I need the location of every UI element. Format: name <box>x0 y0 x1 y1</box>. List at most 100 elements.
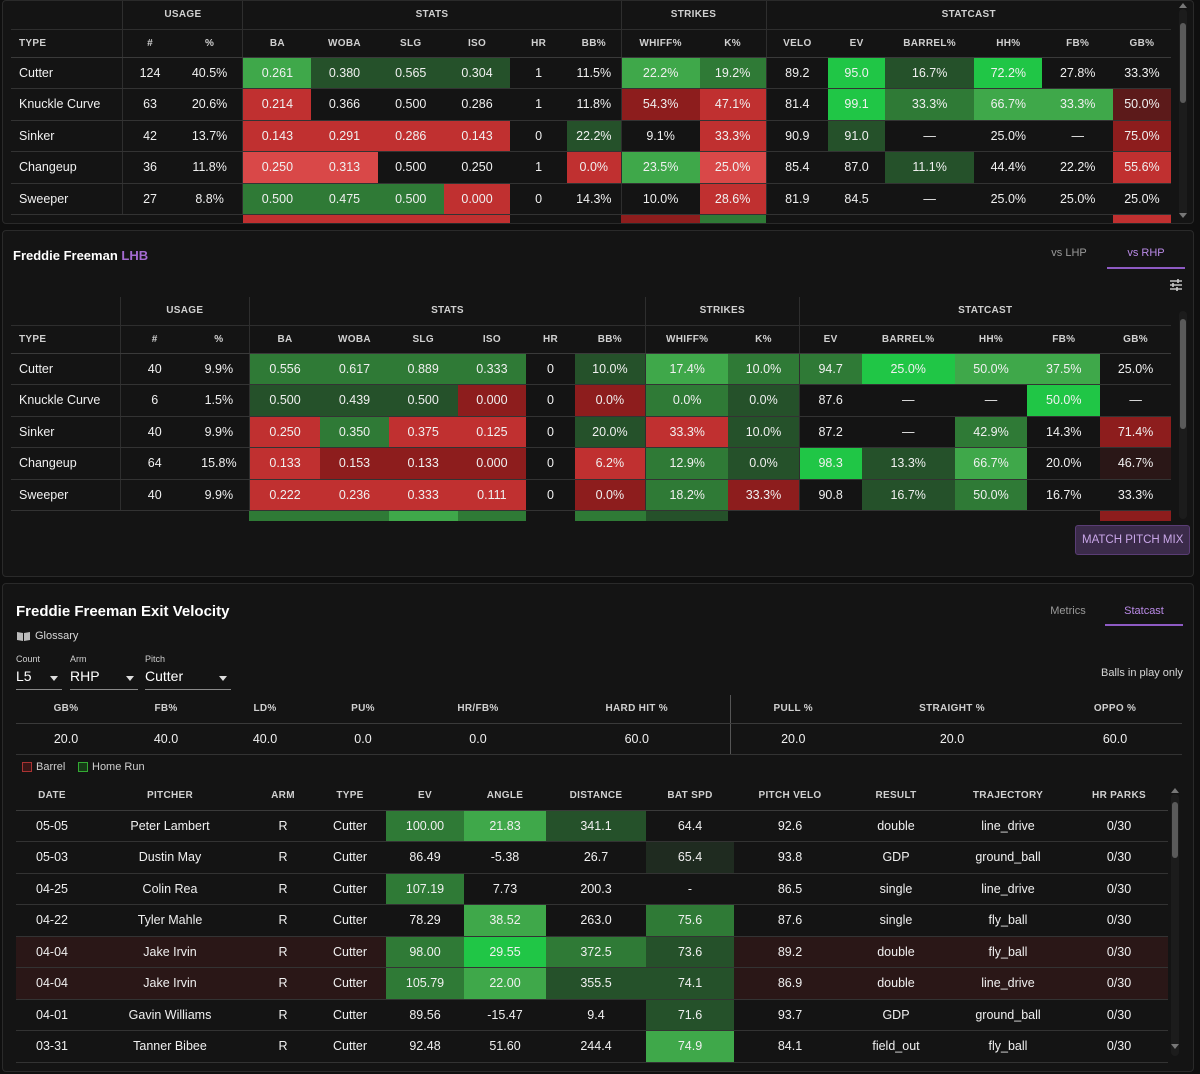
cell: 04-01 <box>16 999 88 1031</box>
col-type[interactable]: TYPE <box>11 29 123 58</box>
table-row[interactable]: 04-22 Tyler Mahle R Cutter 78.29 38.52 263.0 75… <box>16 904 1168 937</box>
col-gb[interactable]: GB% <box>1112 29 1171 58</box>
col-[interactable]: # <box>119 325 189 354</box>
col-[interactable]: # <box>122 29 177 58</box>
col-velo[interactable]: VELO <box>765 29 829 58</box>
match-pitch-mix-button[interactable]: MATCH PITCH MIX <box>1075 525 1191 555</box>
col-trajectory[interactable]: TRAJECTORY <box>946 782 1070 811</box>
table-row[interactable]: Knuckle Curve 6 1.5% 0.500 0.439 0.500 0.000 0 0… <box>11 384 1171 417</box>
table-scrollbar[interactable] <box>1171 794 1179 1056</box>
tab-vs-lhp[interactable]: vs LHP <box>1051 247 1087 259</box>
settings-sliders-icon[interactable] <box>1169 278 1183 292</box>
table-row[interactable]: Sinker 40 9.9% 0.250 0.350 0.375 0.125 0 20.0% 33… <box>11 416 1171 448</box>
count-select[interactable]: L5 <box>16 668 62 690</box>
col-hr[interactable]: HR <box>526 325 575 354</box>
col-gb[interactable]: GB% <box>1100 325 1171 354</box>
cell: 9.9% <box>188 416 250 448</box>
table-row[interactable]: 05-05 Peter Lambert R Cutter 100.00 21.83 341.… <box>16 810 1168 842</box>
tab-metrics[interactable]: Metrics <box>1050 605 1086 617</box>
scroll-up-arrow-icon[interactable] <box>1171 788 1179 793</box>
legend-barrel: Barrel <box>22 761 65 773</box>
col-pitch-velo[interactable]: PITCH VELO <box>734 782 846 811</box>
col-hr[interactable]: HR <box>510 29 568 58</box>
col-k[interactable]: K% <box>728 325 800 354</box>
col-ev[interactable]: EV <box>798 325 862 354</box>
col-[interactable]: % <box>176 29 243 58</box>
col-distance[interactable]: DISTANCE <box>546 782 646 811</box>
col-bb[interactable]: BB% <box>567 29 621 58</box>
table-row[interactable]: Changeup 64 15.8% 0.133 0.153 0.133 0.000 0 6.2%… <box>11 447 1171 480</box>
pitch-select[interactable]: Cutter <box>145 668 231 690</box>
table-row[interactable]: 04-01 Gavin Williams R Cutter 89.56 -15.47 9.4… <box>16 999 1168 1031</box>
col-barrel[interactable]: BARREL% <box>885 29 975 58</box>
col-woba[interactable]: WOBA <box>320 325 389 354</box>
cell: R <box>252 1030 314 1063</box>
col-result[interactable]: RESULT <box>846 782 946 811</box>
col-date[interactable]: DATE <box>16 782 88 811</box>
scroll-up-arrow-icon[interactable] <box>1179 3 1187 8</box>
table-row[interactable]: Sweeper 27 8.8% 0.500 0.475 0.500 0.000 0 14.3% 1… <box>11 183 1171 215</box>
cell: 0.0% <box>574 479 646 511</box>
col-ev[interactable]: EV <box>386 782 464 811</box>
col-ev[interactable]: EV <box>828 29 886 58</box>
cell: 55.6% <box>1112 151 1171 184</box>
col-woba[interactable]: WOBA <box>311 29 378 58</box>
table-row[interactable]: Cutter 124 40.5% 0.261 0.380 0.565 0.304 1 11.5%… <box>11 57 1171 89</box>
col-fb[interactable]: FB% <box>1027 325 1101 354</box>
cell: 89.56 <box>386 999 464 1031</box>
cell: 33.3% <box>1112 57 1171 89</box>
scroll-down-arrow-icon[interactable] <box>1171 1044 1179 1049</box>
col-ba[interactable]: BA <box>242 29 312 58</box>
col-fb[interactable]: FB% <box>1042 29 1113 58</box>
col-type[interactable]: TYPE <box>11 325 121 354</box>
cell: 0.0% <box>567 151 621 184</box>
table-row[interactable]: 04-04 Jake Irvin R Cutter 105.79 22.00 355.5 74… <box>16 967 1168 1000</box>
cell: 0.143 <box>242 120 312 152</box>
col-slg[interactable]: SLG <box>388 325 458 354</box>
table-scrollbar[interactable] <box>1179 9 1187 217</box>
col-iso[interactable]: ISO <box>457 325 527 354</box>
col-hh[interactable]: HH% <box>954 325 1028 354</box>
col-pitcher[interactable]: PITCHER <box>88 782 252 811</box>
col-slg[interactable]: SLG <box>377 29 444 58</box>
arm-select[interactable]: RHP <box>70 668 138 690</box>
cell: 0.617 <box>320 353 389 385</box>
table-row[interactable]: 04-04 Jake Irvin R Cutter 98.00 29.55 372.5 73.… <box>16 936 1168 968</box>
table-scrollbar[interactable] <box>1179 311 1187 519</box>
col-bb[interactable]: BB% <box>574 325 646 354</box>
tab-vs-rhp[interactable]: vs RHP <box>1107 247 1185 269</box>
glossary-link[interactable]: Glossary <box>16 630 78 642</box>
col-ba[interactable]: BA <box>248 325 321 354</box>
col-k[interactable]: K% <box>699 29 766 58</box>
table-row[interactable]: 04-25 Colin Rea R Cutter 107.19 7.73 200.3-86.… <box>16 873 1168 905</box>
col-hh[interactable]: HH% <box>974 29 1043 58</box>
scroll-down-arrow-icon[interactable] <box>1179 213 1187 218</box>
table-row[interactable]: Sinker 42 13.7% 0.143 0.291 0.286 0.143 0 22.2% 9… <box>11 120 1171 152</box>
cell: Changeup <box>11 151 123 184</box>
table-row[interactable]: 03-31 Tanner Bibee R Cutter 92.48 51.60 244.4 7… <box>16 1030 1168 1063</box>
col-iso[interactable]: ISO <box>443 29 511 58</box>
cell: Knuckle Curve <box>11 384 121 417</box>
table-row[interactable]: Knuckle Curve 63 20.6% 0.214 0.366 0.500 0.286… <box>11 88 1171 121</box>
col-arm[interactable]: ARM <box>252 782 314 811</box>
cell: 11.5% <box>567 57 621 89</box>
cell: — <box>1042 120 1113 152</box>
table-row[interactable]: Cutter 40 9.9% 0.556 0.617 0.889 0.333 0 10.0% 17… <box>11 353 1171 385</box>
cell: 14.3% <box>567 183 621 215</box>
col-angle[interactable]: ANGLE <box>464 782 546 811</box>
table-row[interactable]: Sweeper 40 9.9% 0.222 0.236 0.333 0.111 0 0.0% 18… <box>11 479 1171 511</box>
table-row[interactable]: Changeup 36 11.8% 0.250 0.313 0.500 0.250 1 0.0%… <box>11 151 1171 184</box>
col-[interactable]: % <box>188 325 250 354</box>
col-hr-parks[interactable]: HR PARKS <box>1070 782 1168 811</box>
table-row[interactable]: 05-03 Dustin May R Cutter 86.49 -5.38 26.7 65.4… <box>16 841 1168 874</box>
cell: 14.3% <box>1027 416 1101 448</box>
col-whiff[interactable]: WHIFF% <box>620 29 700 58</box>
col-bat-spd[interactable]: BAT SPD <box>646 782 734 811</box>
cell: Cutter <box>314 1030 386 1063</box>
col-type[interactable]: TYPE <box>314 782 386 811</box>
tab-statcast[interactable]: Statcast <box>1105 605 1183 626</box>
cell: 74.1 <box>646 967 734 1000</box>
cell: 18.2% <box>645 479 729 511</box>
col-whiff[interactable]: WHIFF% <box>645 325 729 354</box>
col-barrel[interactable]: BARREL% <box>861 325 955 354</box>
